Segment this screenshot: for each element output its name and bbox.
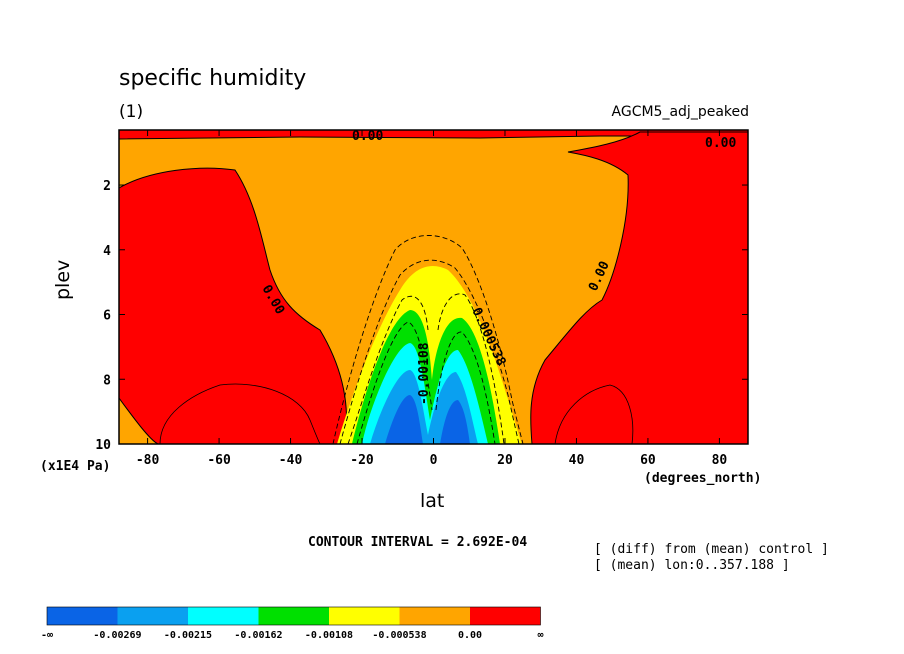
panel-label: (1) <box>119 102 144 122</box>
run-label: AGCM5_adj_peaked <box>611 104 749 120</box>
colorbar-label: ∞ <box>537 630 543 641</box>
chart-title: specific humidity <box>119 66 307 91</box>
colorbar-frame <box>46 606 541 626</box>
x-tick-label: 0 <box>430 453 438 468</box>
colorbar-swatch <box>399 607 470 625</box>
colorbar-label: -0.00215 <box>164 630 212 641</box>
y-tick-label: 6 <box>103 309 111 324</box>
contour-dashed-3 <box>347 295 429 444</box>
contour-label-dashed-center: -0.00108 <box>417 342 432 405</box>
colorbar-swatch <box>470 607 541 625</box>
y-tick-label: 10 <box>95 438 111 453</box>
y-tick-label: 2 <box>103 179 111 194</box>
y-tick-label: 8 <box>103 373 111 388</box>
x-tick-label: -40 <box>279 453 303 468</box>
contour-left-inner <box>159 383 321 444</box>
y-tick-label: 4 <box>103 244 111 259</box>
x-tick-label: -20 <box>350 453 374 468</box>
colorbar-swatch <box>258 607 329 625</box>
fill-red-right <box>530 131 748 444</box>
note-mean: [ (mean) lon:0..357.188 ] <box>594 558 790 573</box>
colorbar-swatch <box>188 607 259 625</box>
note-diff: [ (diff) from (mean) control ] <box>594 542 829 557</box>
y-axis-ticks: 2 4 6 8 10 <box>95 179 748 453</box>
fill-darkblue-right <box>440 400 470 444</box>
colorbar-label: -0.00269 <box>93 630 141 641</box>
contour-label-top-left: 0.00 <box>352 129 383 144</box>
contour-right-inner <box>554 384 634 444</box>
colorbar-label: -0.00162 <box>234 630 282 641</box>
colorbar-swatch <box>329 607 400 625</box>
x-tick-label: -80 <box>136 453 160 468</box>
y-axis-label: plev <box>52 259 74 300</box>
colorbar-label: 0.00 <box>458 630 482 641</box>
x-axis-label: lat <box>420 490 445 512</box>
x-axis-ticks: -80 -60 -40 -20 0 20 40 60 80 <box>136 130 728 468</box>
x-tick-label: 40 <box>569 453 585 468</box>
contour-dashed-5 <box>356 321 433 444</box>
x-tick-label: 60 <box>640 453 656 468</box>
colorbar-label: -0.00108 <box>305 630 353 641</box>
colorbar: -∞ -0.00269 -0.00215 -0.00162 -0.00108 -0.000… <box>41 606 544 641</box>
x-tick-label: 20 <box>497 453 513 468</box>
colorbar-swatch <box>117 607 188 625</box>
colorbar-label: -∞ <box>41 630 53 641</box>
x-tick-label: -60 <box>207 453 231 468</box>
x-tick-label: 80 <box>712 453 728 468</box>
contour-interval: CONTOUR INTERVAL = 2.692E-04 <box>308 535 528 550</box>
colorbar-label: -0.000538 <box>372 630 426 641</box>
y-axis-unit: (x1E4 Pa) <box>40 459 111 474</box>
contour-dashed-6 <box>435 331 496 444</box>
contour-dashed-4 <box>437 293 505 444</box>
fill-darkblue-left <box>385 395 423 444</box>
colorbar-swatch <box>47 607 118 625</box>
contour-label-top-right: 0.00 <box>705 136 736 151</box>
x-axis-unit: (degrees_north) <box>644 471 762 486</box>
